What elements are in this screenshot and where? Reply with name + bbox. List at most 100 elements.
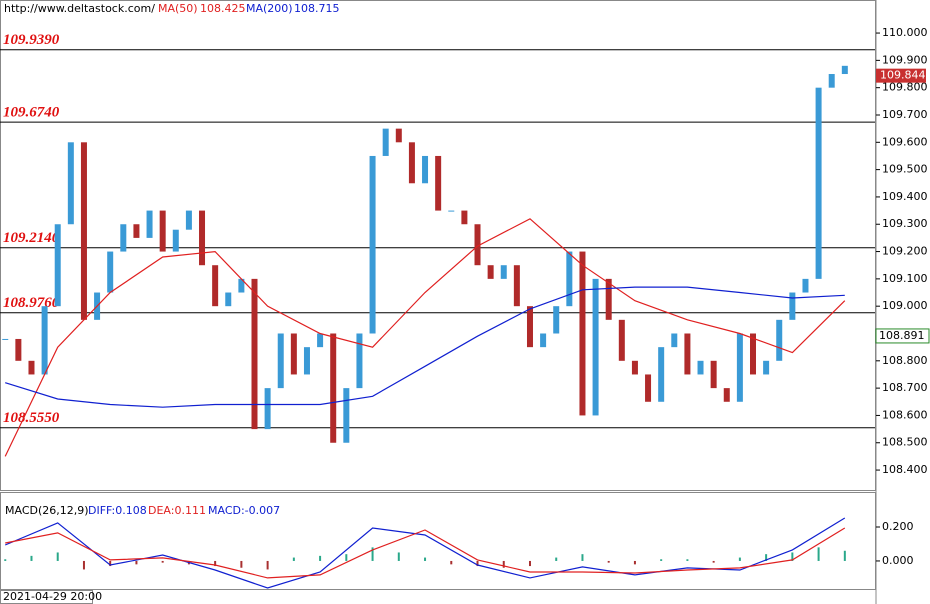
candle-body: [526, 306, 533, 348]
candle-body: [815, 87, 822, 279]
candle-body: [54, 224, 61, 307]
candle-body: [513, 265, 520, 307]
candle-body: [28, 360, 35, 375]
candle-body: [448, 210, 455, 212]
candle-body: [212, 265, 219, 307]
y-tick-label: 109.700: [882, 108, 928, 121]
candle-body: [684, 333, 691, 375]
y-tick-label: 108.400: [882, 463, 928, 476]
candle-body: [592, 278, 599, 416]
candle-body: [461, 210, 468, 225]
candle-body: [435, 155, 442, 211]
candle-body: [172, 229, 179, 252]
y-tick-label: 109.200: [882, 245, 928, 258]
candle-body: [749, 333, 756, 375]
candle-body: [395, 128, 402, 143]
y-tick-label: 109.100: [882, 272, 928, 285]
candle-body: [645, 374, 652, 402]
candle-body: [566, 251, 573, 307]
y-tick-label: 0.000: [882, 554, 914, 567]
candle-body: [133, 224, 140, 238]
ma-label: MA(50): [158, 2, 198, 15]
candle-body: [697, 360, 704, 375]
candle-body: [736, 333, 743, 402]
candle-body: [264, 388, 271, 430]
price-tag: [876, 68, 926, 83]
candle-body: [290, 333, 297, 375]
candle-body: [238, 278, 245, 293]
candle-body: [579, 251, 586, 416]
candle-body: [382, 128, 389, 156]
candle-body: [605, 278, 612, 320]
macd-readout: DIFF:0.108: [88, 504, 147, 517]
y-tick-label: 108.800: [882, 354, 928, 367]
candle-body: [841, 65, 848, 75]
ma-value: 108.425: [200, 2, 246, 15]
candle-body: [303, 347, 310, 375]
candle-body: [15, 338, 22, 361]
candle-body: [159, 210, 166, 252]
ma-label: MA(200): [246, 2, 293, 15]
line-series: [4, 517, 846, 589]
level-label: 109.9390: [3, 32, 60, 48]
price-marker: [875, 328, 930, 344]
candle-body: [802, 278, 809, 293]
y-tick-label: 108.500: [882, 436, 928, 449]
candle-body: [146, 210, 153, 238]
candle-body: [107, 251, 114, 293]
candle-body: [120, 224, 127, 252]
y-tick-label: 109.600: [882, 135, 928, 148]
candle-body: [251, 278, 258, 430]
candle-body: [500, 265, 507, 279]
line-series: [5, 527, 846, 579]
y-tick-label: 109.500: [882, 163, 928, 176]
candle-body: [225, 292, 232, 307]
candle-body: [369, 155, 376, 334]
ma-value: 108.715: [294, 2, 340, 15]
candle-body: [658, 347, 665, 402]
y-tick-label: 109.800: [882, 81, 928, 94]
y-tick-label: 109.400: [882, 190, 928, 203]
candle-body: [343, 388, 350, 443]
candle-body: [618, 319, 625, 361]
candle-body: [671, 333, 678, 348]
y-tick-label: 109.300: [882, 217, 928, 230]
macd-readout: DEA:0.111: [148, 504, 206, 517]
line-series: [4, 218, 846, 457]
candle-body: [41, 306, 48, 375]
candle-body: [80, 142, 87, 320]
macd-readout: MACD:-0.007: [208, 504, 280, 517]
candle-body: [553, 306, 560, 334]
line-series: [5, 286, 845, 408]
y-tick-label: 109.900: [882, 53, 928, 66]
macd-title: MACD(26,12,9): [5, 504, 89, 517]
candle-body: [776, 319, 783, 361]
candle-body: [474, 224, 481, 266]
level-label: 109.6740: [3, 105, 60, 121]
level-label: 109.2140: [3, 230, 60, 246]
candle-body: [277, 333, 284, 389]
candle-body: [317, 333, 324, 348]
date: 2021-04-29 20:00: [3, 590, 102, 603]
candle-body: [2, 338, 9, 340]
candle-body: [422, 155, 429, 184]
candle-body: [356, 333, 363, 389]
level-label: 108.5550: [3, 410, 60, 426]
candle-body: [789, 292, 796, 320]
price-marker-label: 108.891: [879, 329, 925, 342]
candle-body: [540, 333, 547, 348]
y-tick-label: 108.700: [882, 381, 928, 394]
candle-body: [67, 142, 74, 225]
y-tick-label: 110.000: [882, 26, 928, 39]
candle-body: [330, 333, 337, 443]
candle-body: [185, 210, 192, 230]
y-tick-label: 109.000: [882, 299, 928, 312]
candle-body: [408, 142, 415, 184]
source: http://www.deltastock.com/: [4, 2, 155, 15]
price-tag-label: 109.844: [880, 69, 926, 82]
level-label: 108.9760: [3, 295, 60, 311]
y-tick-label: 0.200: [882, 520, 914, 533]
candle-body: [487, 265, 494, 279]
